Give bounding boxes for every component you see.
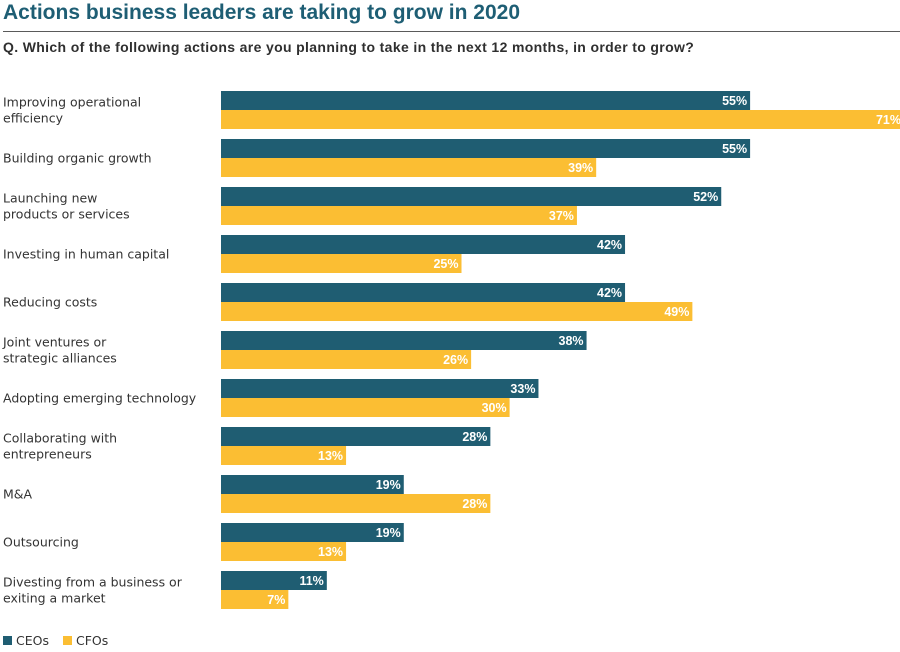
category-label: entrepreneurs <box>3 447 92 462</box>
cfo-bar <box>221 542 347 561</box>
ceo-bar <box>221 475 404 494</box>
ceo-bar <box>221 283 626 302</box>
ceo-value-label: 55% <box>722 94 747 108</box>
ceo-bar <box>221 187 722 206</box>
category-label: M&A <box>3 487 33 502</box>
cfo-value-label: 49% <box>664 305 689 319</box>
cfo-bar <box>221 398 510 417</box>
legend-label: CEOs <box>16 633 49 648</box>
ceo-value-label: 42% <box>597 286 622 300</box>
ceo-value-label: 19% <box>376 478 401 492</box>
cfo-value-label: 13% <box>318 545 343 559</box>
category-label: Divesting from a business or <box>3 575 183 590</box>
ceo-bar <box>221 427 491 446</box>
cfo-value-label: 13% <box>318 449 343 463</box>
category-label: Improving operational <box>3 95 141 110</box>
cfo-value-label: 7% <box>267 593 285 607</box>
cfo-value-label: 30% <box>482 401 507 415</box>
cfo-value-label: 71% <box>876 113 900 127</box>
category-label: Outsourcing <box>3 535 79 550</box>
ceo-value-label: 55% <box>722 142 747 156</box>
ceo-value-label: 33% <box>510 382 535 396</box>
category-label: Reducing costs <box>3 295 97 310</box>
legend-swatch <box>3 636 12 645</box>
category-label: products or services <box>3 207 130 222</box>
ceo-value-label: 42% <box>597 238 622 252</box>
cfo-bar <box>221 350 472 369</box>
category-label: Launching new <box>3 191 97 206</box>
cfo-bar <box>221 590 289 609</box>
cfo-value-label: 28% <box>462 497 487 511</box>
ceo-bar <box>221 523 404 542</box>
cfo-bar <box>221 158 597 177</box>
cfo-bar <box>221 254 462 273</box>
cfo-value-label: 26% <box>443 353 468 367</box>
ceo-bar <box>221 379 539 398</box>
survey-question: Q. Which of the following actions are yo… <box>3 39 695 55</box>
ceo-bar <box>221 235 626 254</box>
chart-title: Actions business leaders are taking to g… <box>3 1 521 24</box>
legend-label: CFOs <box>76 633 108 648</box>
category-label: Building organic growth <box>3 151 152 166</box>
legend-swatch <box>63 636 72 645</box>
category-label: exiting a market <box>3 591 106 606</box>
category-label: strategic alliances <box>3 351 117 366</box>
ceo-value-label: 38% <box>559 334 584 348</box>
ceo-bar <box>221 571 327 590</box>
ceo-bar <box>221 139 751 158</box>
category-label: efficiency <box>3 111 64 126</box>
category-label: Joint ventures or <box>2 335 107 350</box>
cfo-value-label: 25% <box>433 257 458 271</box>
cfo-value-label: 37% <box>549 209 574 223</box>
cfo-bar <box>221 302 693 321</box>
cfo-bar <box>221 446 347 465</box>
category-label: Collaborating with <box>3 431 117 446</box>
title-divider <box>3 31 900 32</box>
ceo-value-label: 11% <box>299 574 323 588</box>
cfo-bar <box>221 494 491 513</box>
category-label: Investing in human capital <box>3 247 169 262</box>
ceo-value-label: 28% <box>462 430 487 444</box>
cfo-bar <box>221 206 577 225</box>
ceo-bar <box>221 91 751 110</box>
cfo-value-label: 39% <box>568 161 593 175</box>
ceo-value-label: 52% <box>693 190 718 204</box>
category-label: Adopting emerging technology <box>3 391 197 406</box>
ceo-value-label: 19% <box>376 526 401 540</box>
cfo-bar <box>221 110 900 129</box>
ceo-bar <box>221 331 587 350</box>
